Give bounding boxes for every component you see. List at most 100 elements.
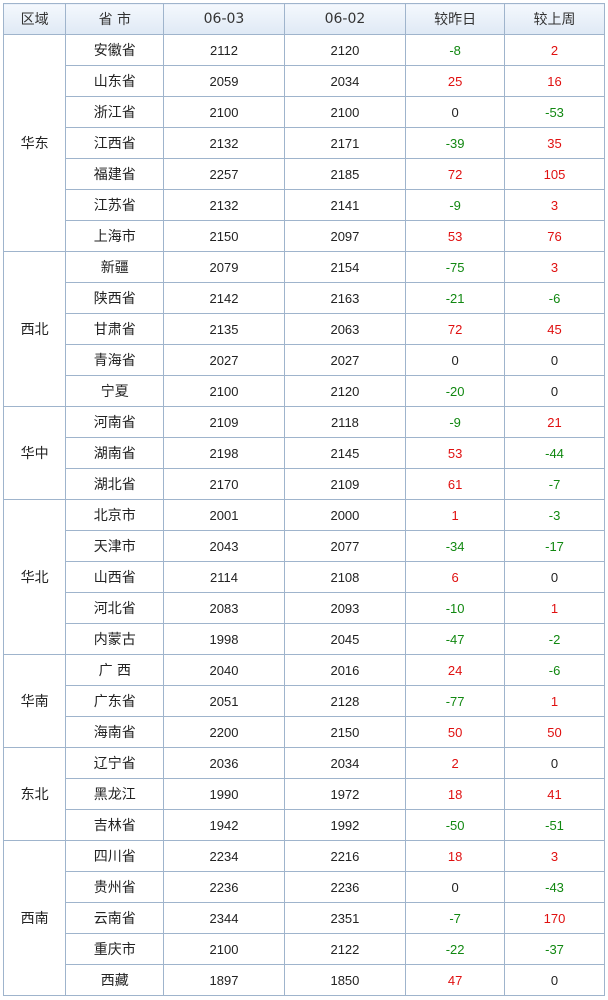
value-cell: 2128 bbox=[283, 685, 407, 717]
data-row: 河北省 2083 2093 -10 1 bbox=[4, 592, 605, 624]
value-cell: 0 bbox=[405, 871, 506, 903]
data-row: 西北 新疆 2079 2154 -75 3 bbox=[2, 251, 605, 407]
province-cell: 江西省 bbox=[65, 127, 165, 159]
data-row: 华南广 西 2040 2016 24 -6 bbox=[2, 654, 605, 748]
value-cell: 2100 bbox=[283, 96, 407, 128]
value-cell: -44 bbox=[504, 437, 605, 469]
value-cell: -10 bbox=[405, 592, 506, 624]
value-cell: 2118 bbox=[283, 406, 407, 438]
region-cell: 东北 bbox=[2, 747, 67, 841]
data-row: 上海市 2150 2097 53 76 bbox=[4, 220, 605, 252]
region-cell: 西北 bbox=[2, 251, 67, 407]
value-cell: 2059 bbox=[163, 65, 285, 97]
province-cell: 上海市 bbox=[65, 220, 165, 252]
value-cell: 2 bbox=[405, 747, 506, 779]
value-cell: 2234 bbox=[163, 840, 285, 872]
province-cell: 四川省 bbox=[65, 840, 165, 872]
data-row: 湖南省 2198 2145 53 -44 bbox=[4, 437, 605, 469]
province-cell: 北京市 bbox=[65, 499, 165, 531]
province-cell: 西藏 bbox=[65, 964, 165, 996]
province-cell: 辽宁省 bbox=[65, 747, 165, 779]
data-row: 福建省 2257 2185 72 105 bbox=[4, 158, 605, 190]
value-cell: 0 bbox=[504, 344, 605, 376]
value-cell: 2027 bbox=[283, 344, 407, 376]
province-cell: 河北省 bbox=[65, 592, 165, 624]
province-cell: 陕西省 bbox=[65, 282, 165, 314]
value-cell: -17 bbox=[504, 530, 605, 562]
value-cell: -47 bbox=[405, 623, 506, 655]
value-cell: -50 bbox=[405, 809, 506, 841]
header-cell: 省 市 bbox=[65, 3, 165, 35]
value-cell: 2079 bbox=[163, 251, 285, 283]
data-row: 华北 北京市 2001 2000 1 -3 bbox=[2, 499, 605, 655]
value-cell: 0 bbox=[405, 344, 506, 376]
value-cell: 2097 bbox=[283, 220, 407, 252]
value-cell: -43 bbox=[504, 871, 605, 903]
value-cell: 2171 bbox=[283, 127, 407, 159]
value-cell: 2100 bbox=[163, 96, 285, 128]
value-cell: 72 bbox=[405, 158, 506, 190]
data-row: 山东省 2059 2034 25 16 bbox=[4, 65, 605, 97]
value-cell: 2051 bbox=[163, 685, 285, 717]
header-row: 区域省 市 06-03 06-02 较昨日 较上周 bbox=[2, 3, 605, 35]
value-cell: 2034 bbox=[283, 65, 407, 97]
value-cell: 18 bbox=[405, 778, 506, 810]
value-cell: -37 bbox=[504, 933, 605, 965]
value-cell: 35 bbox=[504, 127, 605, 159]
province-cell: 湖南省 bbox=[65, 437, 165, 469]
value-cell: 2120 bbox=[283, 34, 407, 66]
value-cell: 76 bbox=[504, 220, 605, 252]
data-row: 贵州省 2236 2236 0 -43 bbox=[4, 871, 605, 903]
value-cell: -9 bbox=[405, 189, 506, 221]
data-row: 华东 安徽省 2112 2120 -8 2 bbox=[2, 34, 605, 252]
value-cell: 2100 bbox=[163, 375, 285, 407]
value-cell: 25 bbox=[405, 65, 506, 97]
value-cell: 170 bbox=[504, 902, 605, 934]
value-cell: 2063 bbox=[283, 313, 407, 345]
value-cell: 2141 bbox=[283, 189, 407, 221]
province-cell: 福建省 bbox=[65, 158, 165, 190]
value-cell: 2132 bbox=[163, 127, 285, 159]
value-cell: 2112 bbox=[163, 34, 285, 66]
value-cell: 3 bbox=[504, 251, 605, 283]
data-row: 吉林省 1942 1992 -50 -51 bbox=[4, 809, 605, 841]
value-cell: 50 bbox=[504, 716, 605, 748]
value-cell: 2100 bbox=[163, 933, 285, 965]
value-cell: 3 bbox=[504, 840, 605, 872]
value-cell: -20 bbox=[405, 375, 506, 407]
value-cell: 50 bbox=[405, 716, 506, 748]
value-cell: 2216 bbox=[283, 840, 407, 872]
value-cell: -7 bbox=[504, 468, 605, 500]
data-row: 江西省 2132 2171 -39 35 bbox=[4, 127, 605, 159]
data-row: 东北 辽宁省 2036 2034 2 0 bbox=[2, 747, 605, 841]
value-cell: 1 bbox=[405, 499, 506, 531]
province-cell: 山西省 bbox=[65, 561, 165, 593]
value-cell: 2122 bbox=[283, 933, 407, 965]
value-cell: 1992 bbox=[283, 809, 407, 841]
data-row: 浙江省 2100 2100 0 -53 bbox=[4, 96, 605, 128]
value-cell: 2043 bbox=[163, 530, 285, 562]
value-cell: 2135 bbox=[163, 313, 285, 345]
value-cell: 2351 bbox=[283, 902, 407, 934]
value-cell: -77 bbox=[405, 685, 506, 717]
value-cell: 2016 bbox=[283, 654, 407, 686]
value-cell: 2344 bbox=[163, 902, 285, 934]
data-row: 华中 河南省 2109 2118 -9 21 bbox=[2, 406, 605, 500]
value-cell: 1 bbox=[504, 592, 605, 624]
data-row: 重庆市 2100 2122 -22 -37 bbox=[4, 933, 605, 965]
data-row: 宁夏 2100 2120 -20 0 bbox=[4, 375, 605, 407]
value-cell: 2108 bbox=[283, 561, 407, 593]
value-cell: -3 bbox=[504, 499, 605, 531]
data-row: 黑龙江 1990 1972 18 41 bbox=[4, 778, 605, 810]
province-cell: 山东省 bbox=[65, 65, 165, 97]
value-cell: 1850 bbox=[283, 964, 407, 996]
province-cell: 黑龙江 bbox=[65, 778, 165, 810]
value-cell: -53 bbox=[504, 96, 605, 128]
value-cell: 2154 bbox=[283, 251, 407, 283]
value-cell: 2045 bbox=[283, 623, 407, 655]
province-cell: 贵州省 bbox=[65, 871, 165, 903]
province-cell: 湖北省 bbox=[65, 468, 165, 500]
province-cell: 海南省 bbox=[65, 716, 165, 748]
value-cell: 16 bbox=[504, 65, 605, 97]
header-cell: 区域 bbox=[2, 3, 67, 35]
